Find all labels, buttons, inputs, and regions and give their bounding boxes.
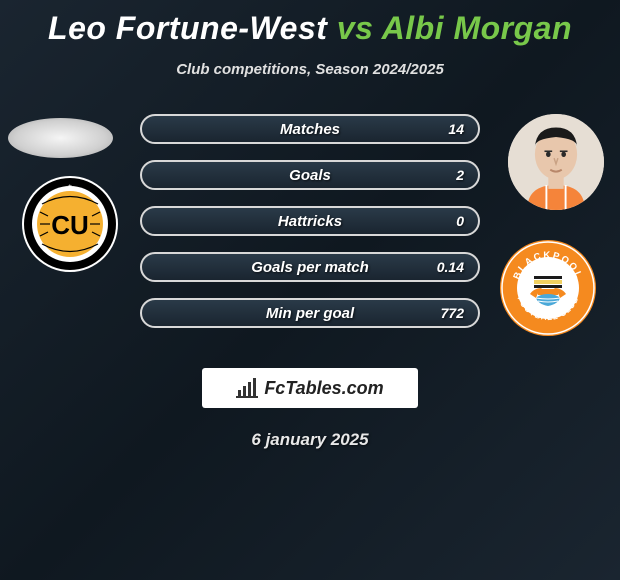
player1-avatar bbox=[8, 118, 113, 158]
bar-chart-icon bbox=[236, 378, 258, 398]
stat-label: Matches bbox=[142, 121, 478, 138]
stat-bars: Matches14 Goals2 Hattricks0 Goals per match… bbox=[140, 114, 480, 344]
stat-value-right: 2 bbox=[456, 167, 464, 183]
stat-value-right: 0.14 bbox=[437, 259, 464, 275]
brand-badge: FcTables.com bbox=[202, 368, 418, 408]
player2-crest-icon: BLACKPOOL FOOTBALL CLUB bbox=[498, 238, 598, 338]
stat-label: Goals per match bbox=[142, 259, 478, 276]
stat-row: Matches14 bbox=[140, 114, 480, 144]
comparison-panel: CU ★ BLACKPOOL bbox=[0, 106, 620, 356]
page-title: Leo Fortune-West vs Albi Morgan bbox=[0, 0, 620, 47]
stat-row: Goals2 bbox=[140, 160, 480, 190]
stat-value-right: 0 bbox=[456, 213, 464, 229]
stat-row: Hattricks0 bbox=[140, 206, 480, 236]
stat-label: Min per goal bbox=[142, 305, 478, 322]
svg-text:CU: CU bbox=[51, 210, 89, 240]
stat-value-right: 14 bbox=[448, 121, 464, 137]
title-vs: vs bbox=[337, 10, 374, 46]
stat-row: Goals per match0.14 bbox=[140, 252, 480, 282]
player2-avatar bbox=[508, 114, 604, 210]
stat-row: Min per goal772 bbox=[140, 298, 480, 328]
stat-label: Goals bbox=[142, 167, 478, 184]
title-player2: Albi Morgan bbox=[382, 10, 572, 46]
player1-crest-icon: CU ★ bbox=[20, 174, 120, 274]
brand-text: FcTables.com bbox=[264, 378, 383, 399]
title-player1: Leo Fortune-West bbox=[48, 10, 327, 46]
stat-value-right: 772 bbox=[441, 305, 464, 321]
date-text: 6 january 2025 bbox=[0, 430, 620, 450]
stat-label: Hattricks bbox=[142, 213, 478, 230]
svg-text:★: ★ bbox=[68, 184, 73, 190]
subtitle: Club competitions, Season 2024/2025 bbox=[0, 61, 620, 78]
